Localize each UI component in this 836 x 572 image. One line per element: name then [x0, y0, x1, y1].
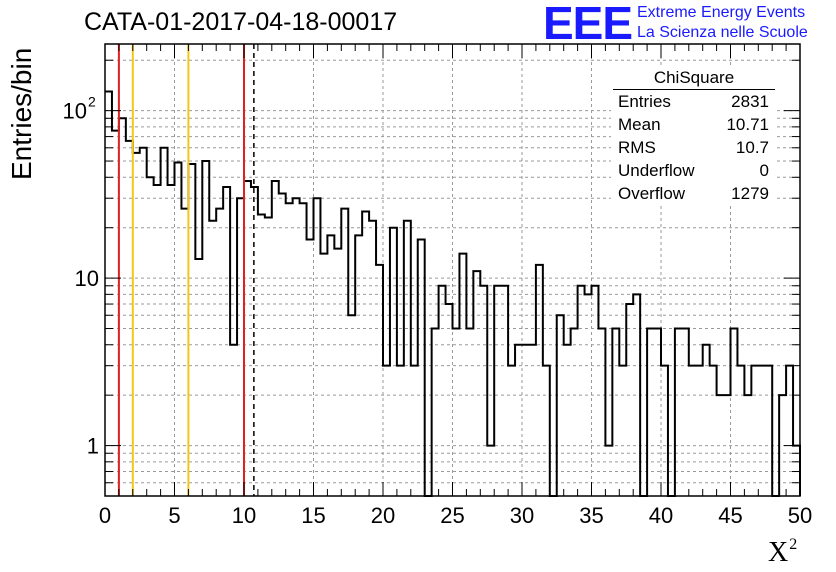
- x-tick-label: 15: [301, 503, 325, 528]
- stats-value: 10.7: [735, 138, 769, 157]
- chart-title: CATA-01-2017-04-18-00017: [84, 8, 398, 36]
- x-axis-label: X2: [768, 536, 797, 569]
- stats-row-rms: RMS 10.7: [611, 136, 777, 159]
- stats-label: Underflow: [618, 161, 695, 180]
- x-tick-label: 30: [510, 503, 534, 528]
- y-tick-label: 1: [87, 434, 99, 459]
- eee-logo: EEE: [543, 0, 633, 49]
- x-tick-label: 0: [99, 503, 111, 528]
- x-tick-label: 25: [440, 503, 464, 528]
- stats-label: RMS: [618, 138, 656, 157]
- stats-title: ChiSquare: [613, 66, 775, 90]
- x-tick-label: 5: [168, 503, 180, 528]
- x-tick-label: 20: [371, 503, 395, 528]
- stats-value: 10.71: [726, 115, 769, 134]
- logo-line-2: La Scienza nelle Scuole: [637, 24, 808, 41]
- x-tick-label: 35: [579, 503, 603, 528]
- stats-value: 2831: [731, 92, 769, 111]
- x-tick-label: 50: [788, 503, 812, 528]
- stats-row-overflow: Overflow 1279: [611, 182, 777, 205]
- histogram-series: [105, 90, 801, 497]
- stats-box: ChiSquare Entries 2831 Mean 10.71 RMS 10…: [611, 66, 777, 205]
- y-tick-label: 10: [63, 99, 87, 124]
- y-tick-label-exponent: 2: [88, 94, 96, 110]
- x-axis-label-text: X: [768, 537, 789, 568]
- x-tick-label: 10: [232, 503, 256, 528]
- x-tick-label: 40: [649, 503, 673, 528]
- x-tick-label: 45: [718, 503, 742, 528]
- stats-row-entries: Entries 2831: [611, 90, 777, 113]
- stats-row-mean: Mean 10.71: [611, 113, 777, 136]
- stats-label: Overflow: [618, 184, 686, 203]
- stats-value: 1279: [731, 184, 769, 203]
- stats-row-underflow: Underflow 0: [611, 159, 777, 182]
- x-axis-label-superscript: 2: [789, 536, 798, 553]
- y-axis-label: Entries/bin: [6, 47, 37, 180]
- y-tick-label: 10: [75, 266, 99, 291]
- stats-label: Mean: [618, 115, 661, 134]
- stats-value: 0: [759, 161, 769, 180]
- logo-line-1: Extreme Energy Events: [637, 4, 806, 21]
- stats-label: Entries: [618, 92, 671, 111]
